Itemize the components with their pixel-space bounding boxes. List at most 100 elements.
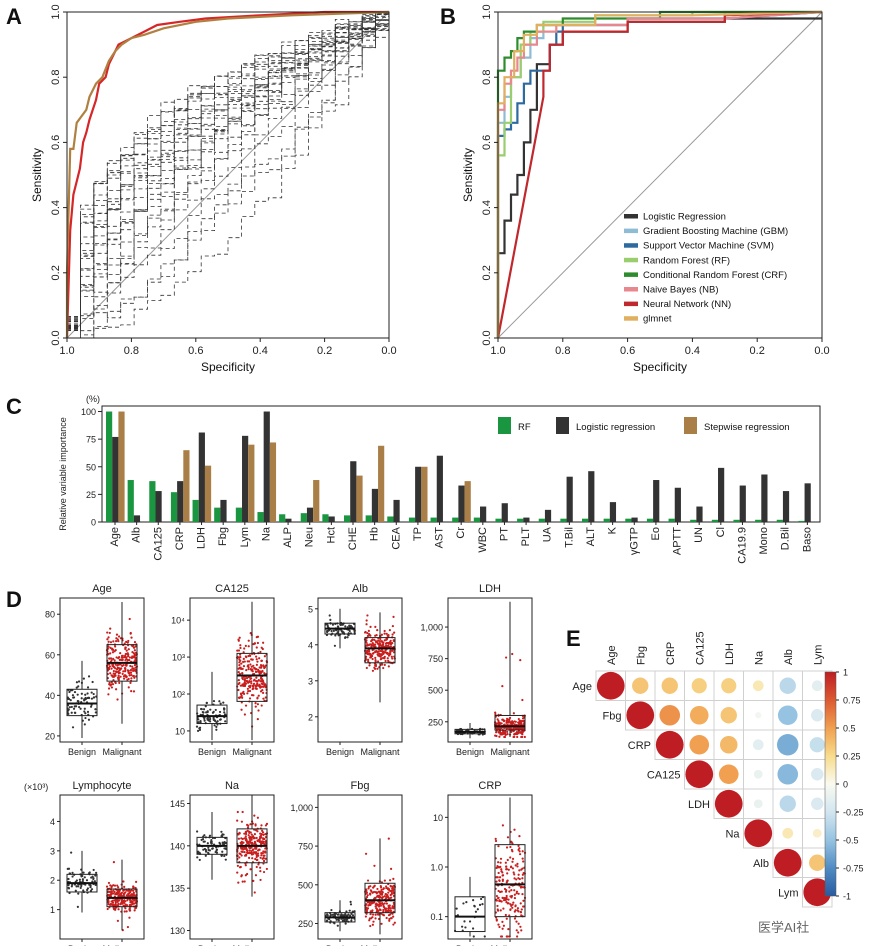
correlation-circle bbox=[632, 677, 649, 694]
data-point bbox=[366, 643, 369, 646]
data-point bbox=[134, 886, 137, 890]
data-point bbox=[385, 641, 388, 645]
bar-stepwise-regression bbox=[378, 445, 385, 522]
data-point bbox=[368, 919, 371, 922]
data-point bbox=[374, 634, 377, 637]
data-point bbox=[245, 677, 249, 680]
data-point bbox=[91, 680, 94, 684]
data-point bbox=[238, 636, 241, 639]
y-tick-label: 10² bbox=[172, 690, 185, 700]
data-point bbox=[379, 886, 383, 889]
data-point bbox=[243, 713, 246, 716]
data-point bbox=[117, 899, 121, 902]
data-point bbox=[240, 708, 243, 711]
data-point bbox=[369, 653, 372, 656]
data-point bbox=[388, 642, 391, 645]
data-point bbox=[206, 718, 209, 721]
bar-stepwise-regression bbox=[464, 481, 471, 522]
data-point bbox=[497, 889, 500, 893]
data-point bbox=[503, 719, 506, 722]
x-tick-label: Benign bbox=[326, 747, 354, 757]
data-point bbox=[117, 635, 121, 638]
data-point bbox=[111, 665, 115, 668]
data-point bbox=[254, 847, 257, 850]
data-point bbox=[92, 877, 95, 881]
data-point bbox=[380, 639, 383, 643]
data-point bbox=[521, 877, 524, 880]
data-point bbox=[365, 666, 368, 670]
bar-rf bbox=[473, 517, 481, 522]
data-point bbox=[249, 684, 252, 688]
roc-dashed-curve bbox=[67, 11, 390, 327]
data-point bbox=[495, 727, 498, 730]
data-point bbox=[498, 925, 501, 929]
data-point bbox=[506, 879, 509, 883]
correlation-circle bbox=[714, 789, 743, 818]
data-point bbox=[520, 732, 523, 735]
data-point bbox=[370, 902, 373, 905]
legend-swatch bbox=[624, 243, 638, 248]
subplot-title: Na bbox=[225, 780, 240, 792]
column-label: Lym bbox=[812, 645, 824, 665]
correlation-matrix: Age Fbg CRP CA125 LDH Na Alb Lym Age Fbg CRP CA125 L… bbox=[572, 631, 864, 908]
correlation-circle bbox=[755, 712, 762, 719]
data-point bbox=[113, 659, 116, 662]
data-point bbox=[497, 923, 500, 926]
data-point bbox=[509, 908, 512, 912]
data-point bbox=[369, 885, 372, 888]
data-point bbox=[83, 876, 86, 879]
data-point bbox=[115, 656, 118, 659]
data-point bbox=[238, 664, 241, 667]
data-point bbox=[81, 878, 85, 881]
data-point bbox=[125, 889, 129, 892]
data-point bbox=[262, 665, 266, 668]
subplot-title: Age bbox=[92, 583, 112, 595]
data-point bbox=[262, 833, 265, 836]
correlation-circle bbox=[809, 854, 826, 871]
data-point bbox=[109, 893, 112, 896]
bar-logistic-regression bbox=[631, 517, 638, 522]
data-point bbox=[256, 641, 260, 645]
data-point bbox=[505, 935, 508, 938]
data-point bbox=[373, 864, 376, 867]
data-point bbox=[249, 868, 252, 871]
data-point bbox=[72, 696, 76, 699]
data-point bbox=[385, 652, 389, 655]
data-point bbox=[133, 649, 136, 652]
bar-logistic-regression bbox=[588, 471, 595, 522]
data-point bbox=[365, 623, 368, 626]
data-point bbox=[68, 690, 71, 694]
bar-logistic-regression bbox=[155, 491, 162, 522]
data-point bbox=[516, 862, 519, 865]
data-point bbox=[259, 870, 262, 873]
data-point bbox=[132, 690, 136, 693]
data-point bbox=[105, 885, 109, 888]
data-point bbox=[383, 655, 386, 658]
bar-rf bbox=[149, 481, 156, 522]
data-point bbox=[392, 891, 395, 895]
data-point bbox=[254, 702, 257, 705]
correlation-circle bbox=[655, 730, 684, 759]
data-point bbox=[376, 667, 379, 670]
y-tick-label: 0.8 bbox=[481, 70, 493, 85]
data-point bbox=[133, 899, 136, 902]
data-point bbox=[114, 663, 117, 666]
data-point bbox=[123, 899, 126, 902]
data-point bbox=[129, 671, 133, 674]
data-point bbox=[87, 675, 91, 678]
data-point bbox=[236, 810, 239, 814]
data-point bbox=[518, 835, 521, 838]
data-point bbox=[344, 636, 347, 639]
data-point bbox=[260, 854, 263, 857]
bar-logistic-regression bbox=[177, 481, 184, 522]
bar-logistic-regression bbox=[718, 467, 725, 522]
legend-swatch bbox=[624, 316, 638, 321]
data-point bbox=[260, 836, 263, 839]
data-point bbox=[109, 627, 112, 630]
data-point bbox=[224, 841, 227, 845]
data-point bbox=[379, 908, 382, 912]
data-point bbox=[336, 625, 340, 628]
data-point bbox=[372, 652, 375, 655]
bar-rf bbox=[603, 518, 610, 522]
data-point bbox=[344, 914, 348, 917]
